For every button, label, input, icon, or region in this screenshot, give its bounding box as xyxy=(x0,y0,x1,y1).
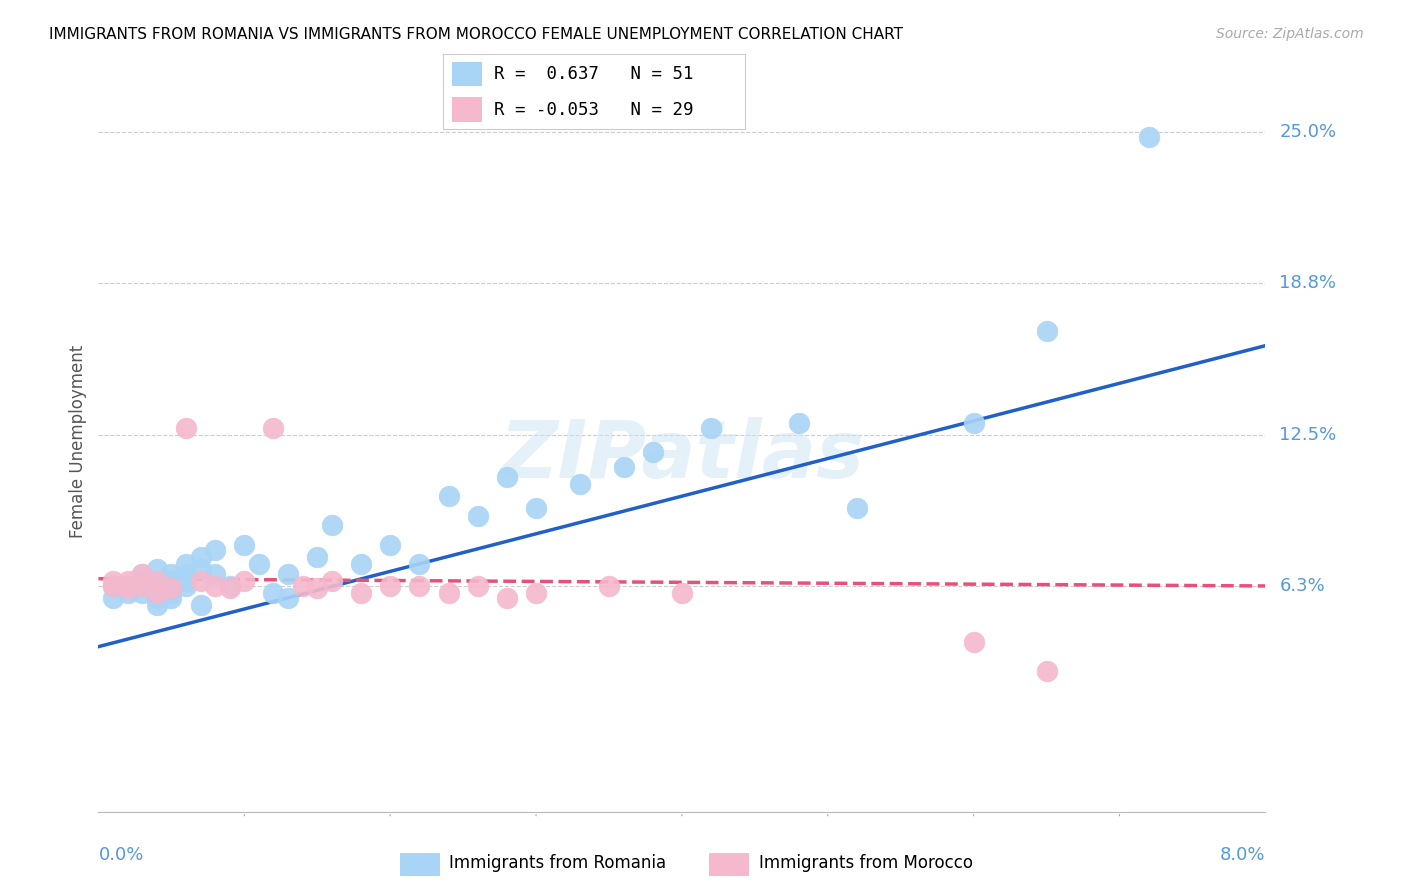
Point xyxy=(174,421,197,435)
Point xyxy=(174,566,197,581)
Point xyxy=(117,582,139,596)
FancyBboxPatch shape xyxy=(451,97,482,122)
FancyBboxPatch shape xyxy=(451,62,482,87)
Point xyxy=(190,599,212,613)
Point xyxy=(146,586,169,600)
Point xyxy=(612,460,634,475)
Text: Immigrants from Morocco: Immigrants from Morocco xyxy=(759,855,973,872)
Point xyxy=(146,591,169,606)
Point xyxy=(204,542,226,557)
Point xyxy=(277,566,299,581)
Point xyxy=(247,557,270,571)
Point xyxy=(700,421,723,435)
Text: Source: ZipAtlas.com: Source: ZipAtlas.com xyxy=(1216,27,1364,41)
Point xyxy=(190,549,212,564)
Point xyxy=(524,501,547,516)
Point xyxy=(467,508,489,523)
Point xyxy=(160,574,183,588)
Text: IMMIGRANTS FROM ROMANIA VS IMMIGRANTS FROM MOROCCO FEMALE UNEMPLOYMENT CORRELATI: IMMIGRANTS FROM ROMANIA VS IMMIGRANTS FR… xyxy=(49,27,903,42)
Point xyxy=(101,574,124,588)
Point xyxy=(496,591,519,606)
Point xyxy=(101,591,124,606)
Text: 12.5%: 12.5% xyxy=(1279,426,1337,444)
Point xyxy=(380,579,402,593)
Text: 0.0%: 0.0% xyxy=(98,847,143,864)
Point xyxy=(174,557,197,571)
Point xyxy=(131,566,153,581)
Point xyxy=(524,586,547,600)
Point xyxy=(146,574,169,588)
Point xyxy=(262,586,284,600)
Point xyxy=(146,562,169,576)
Point xyxy=(321,574,343,588)
Point xyxy=(437,489,460,503)
Y-axis label: Female Unemployment: Female Unemployment xyxy=(69,345,87,538)
Point xyxy=(598,579,620,593)
Point xyxy=(408,579,430,593)
Point xyxy=(307,549,329,564)
Point xyxy=(117,579,139,593)
Point xyxy=(218,582,240,596)
Point xyxy=(1137,129,1160,144)
Point xyxy=(101,579,124,593)
Point xyxy=(787,417,810,431)
Point xyxy=(233,574,256,588)
Point xyxy=(117,586,139,600)
Text: R =  0.637   N = 51: R = 0.637 N = 51 xyxy=(495,65,693,83)
Point xyxy=(277,591,299,606)
Point xyxy=(321,518,343,533)
Point xyxy=(380,538,402,552)
Point xyxy=(146,599,169,613)
Point xyxy=(131,579,153,593)
Point xyxy=(146,586,169,600)
Point xyxy=(291,579,314,593)
Point xyxy=(131,586,153,600)
Text: 8.0%: 8.0% xyxy=(1220,847,1265,864)
Point xyxy=(160,582,183,596)
Point xyxy=(408,557,430,571)
Point xyxy=(190,562,212,576)
Point xyxy=(131,574,153,588)
Point xyxy=(101,579,124,593)
Point xyxy=(146,579,169,593)
Text: Immigrants from Romania: Immigrants from Romania xyxy=(450,855,666,872)
Text: 25.0%: 25.0% xyxy=(1279,123,1337,141)
Point xyxy=(204,579,226,593)
FancyBboxPatch shape xyxy=(709,853,749,876)
Point xyxy=(174,574,197,588)
Point xyxy=(174,579,197,593)
Point xyxy=(496,469,519,483)
Point xyxy=(1035,324,1057,338)
Point xyxy=(233,538,256,552)
Text: R = -0.053   N = 29: R = -0.053 N = 29 xyxy=(495,101,693,119)
Text: 18.8%: 18.8% xyxy=(1279,274,1336,292)
Point xyxy=(131,579,153,593)
Point xyxy=(190,574,212,588)
Text: ZIPatlas: ZIPatlas xyxy=(499,417,865,495)
Point xyxy=(962,417,984,431)
Point xyxy=(1035,664,1057,678)
Point xyxy=(131,566,153,581)
Text: 6.3%: 6.3% xyxy=(1279,577,1324,595)
Point xyxy=(641,445,664,459)
Point xyxy=(437,586,460,600)
Point xyxy=(262,421,284,435)
Point xyxy=(350,586,373,600)
Point xyxy=(160,566,183,581)
Point xyxy=(307,582,329,596)
Point xyxy=(350,557,373,571)
Point xyxy=(204,566,226,581)
Point xyxy=(160,591,183,606)
Point xyxy=(160,586,183,600)
Point xyxy=(845,501,868,516)
Point xyxy=(117,574,139,588)
Point xyxy=(218,579,240,593)
Point xyxy=(962,635,984,649)
Point xyxy=(160,579,183,593)
Point xyxy=(568,477,591,491)
Point xyxy=(467,579,489,593)
Point xyxy=(671,586,693,600)
FancyBboxPatch shape xyxy=(399,853,440,876)
